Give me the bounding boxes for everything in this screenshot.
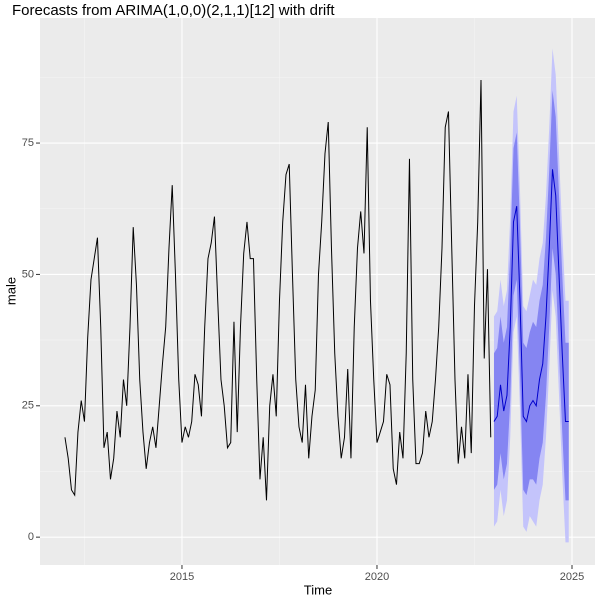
x-tick-label: 2020 [365, 571, 389, 583]
x-axis-label: Time [304, 582, 332, 597]
interval-80 [493, 90, 569, 501]
x-tick-label: 2025 [560, 571, 584, 583]
y-tick-label: 25 [22, 400, 34, 412]
series-line [64, 79, 492, 501]
y-tick-label: 50 [22, 268, 34, 280]
chart-title: Forecasts from ARIMA(1,0,0)(2,1,1)[12] w… [12, 2, 335, 19]
y-axis-label: male [3, 277, 18, 305]
y-tick-label: 0 [28, 531, 34, 543]
series-line [493, 169, 569, 423]
y-tick-label: 75 [22, 137, 34, 149]
x-tick-label: 2015 [170, 571, 194, 583]
